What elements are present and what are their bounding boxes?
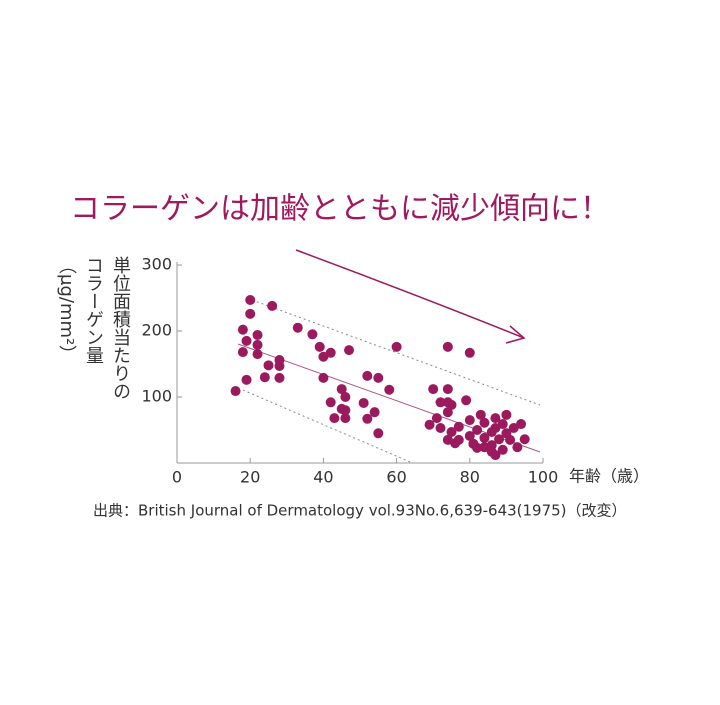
point (475, 409, 486, 420)
trend-band (251, 299, 541, 406)
point (237, 347, 248, 358)
point (464, 430, 475, 441)
point (384, 384, 395, 395)
point (519, 434, 530, 445)
point (442, 384, 453, 395)
point (373, 372, 384, 383)
point (241, 335, 252, 346)
x-tick-label: 80 (460, 468, 480, 487)
point (453, 421, 464, 432)
point (461, 395, 472, 406)
point (314, 341, 325, 352)
x-axis-label: 年齢（歳） (569, 467, 649, 486)
point (307, 329, 318, 340)
arrow-head (505, 325, 526, 344)
point (267, 300, 278, 311)
point (263, 360, 274, 371)
point (245, 308, 256, 319)
point (516, 419, 527, 430)
x-tick-label: 20 (240, 468, 260, 487)
point (252, 349, 263, 360)
point (497, 419, 508, 430)
point (431, 413, 442, 424)
point (512, 442, 523, 453)
point (329, 413, 340, 424)
point (340, 405, 351, 416)
point (336, 384, 347, 395)
point (501, 409, 512, 420)
point (292, 322, 303, 333)
point (490, 423, 501, 434)
point (369, 407, 380, 418)
point (230, 386, 241, 397)
point (468, 438, 479, 449)
point (325, 397, 336, 408)
point (446, 399, 457, 410)
point (318, 351, 329, 362)
point (497, 444, 508, 455)
point (373, 428, 384, 439)
point (479, 442, 490, 453)
point (274, 355, 285, 366)
point (479, 432, 490, 443)
trend-band (242, 389, 411, 463)
point (362, 370, 373, 381)
point (494, 434, 505, 445)
y-tick-label: 200 (141, 321, 172, 340)
point (340, 413, 351, 424)
point (362, 413, 373, 424)
point (435, 397, 446, 408)
point (479, 417, 490, 428)
point (446, 426, 457, 437)
point (490, 450, 501, 461)
point (391, 341, 402, 352)
x-tick-label: 40 (313, 468, 333, 487)
point (252, 329, 263, 340)
chart-title: コラーゲンは加齢とともに減少傾向に！ (70, 192, 610, 227)
point (241, 374, 252, 385)
source: 出典：British Journal of Dermatology vol.93… (93, 502, 627, 520)
point (428, 384, 439, 395)
point (424, 419, 435, 430)
point (237, 324, 248, 335)
point (472, 425, 483, 435)
x-tick-label: 0 (172, 468, 182, 487)
y-axis-label: 単位面積当たりのコラーゲン量（μg/mm²） (56, 256, 131, 400)
point (340, 392, 351, 402)
point (505, 434, 516, 445)
point (252, 339, 263, 350)
point (453, 434, 464, 445)
point (344, 345, 355, 356)
x-tick-label: 100 (528, 468, 559, 487)
point (435, 423, 446, 434)
point (490, 413, 501, 424)
arrow (295, 249, 525, 339)
point (464, 415, 475, 426)
point (274, 372, 285, 383)
point (442, 341, 453, 352)
point (464, 347, 475, 358)
point (508, 423, 519, 434)
y-tick-label: 300 (141, 255, 172, 274)
point (318, 372, 329, 383)
point (325, 347, 336, 358)
x-tick-label: 60 (386, 468, 406, 487)
point (245, 294, 256, 305)
point (259, 372, 270, 383)
point (358, 397, 369, 408)
y-tick-label: 100 (141, 387, 172, 406)
